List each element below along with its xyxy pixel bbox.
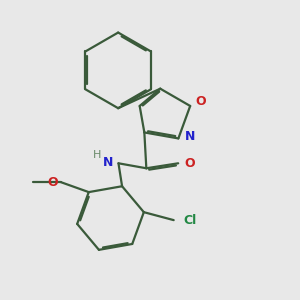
Text: O: O — [196, 95, 206, 109]
Text: O: O — [48, 176, 58, 189]
Text: Cl: Cl — [183, 214, 196, 226]
Text: N: N — [103, 156, 114, 169]
Text: O: O — [185, 157, 195, 170]
Text: N: N — [185, 130, 196, 143]
Text: H: H — [92, 150, 101, 160]
